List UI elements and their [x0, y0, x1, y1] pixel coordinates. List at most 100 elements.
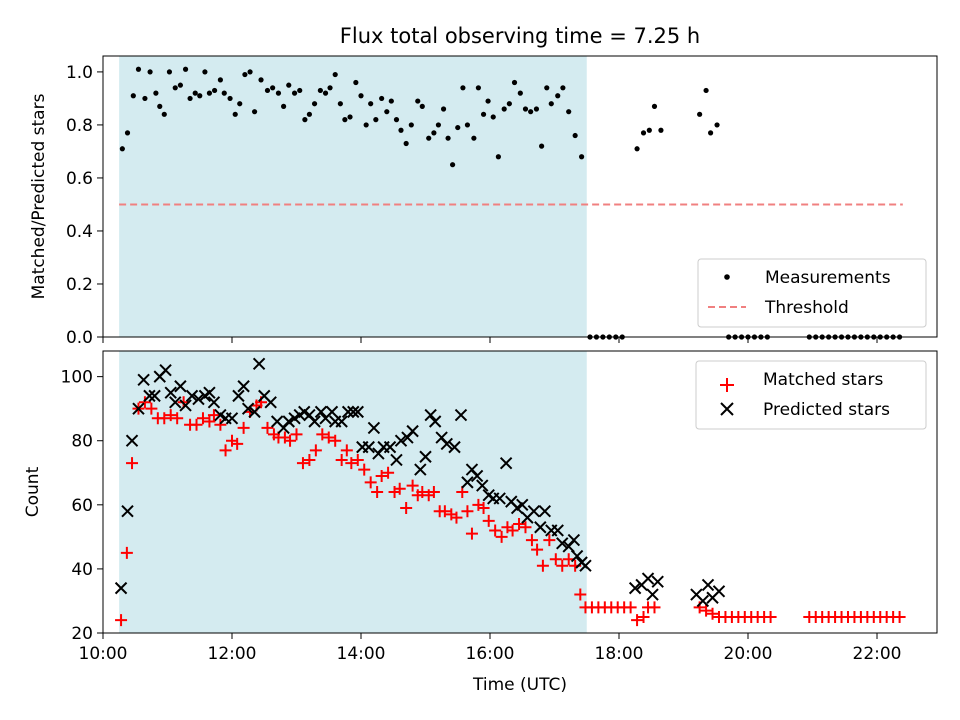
- measurement-point: [544, 85, 550, 91]
- measurement-point: [347, 114, 353, 120]
- measurement-point: [311, 101, 318, 107]
- matched-star-point: [382, 466, 395, 479]
- bottom-y-axis-label: Count: [23, 466, 43, 517]
- predicted-star-point: [137, 373, 150, 387]
- matched-star-point: [303, 453, 316, 466]
- measurement-point: [358, 93, 364, 99]
- measurement-point: [166, 69, 173, 75]
- measurement-point: [232, 111, 238, 117]
- predicted-star-point: [159, 364, 172, 377]
- matched-star-point: [164, 409, 177, 422]
- x-tick-label: 22:00: [853, 644, 902, 664]
- matched-star-point: [416, 486, 429, 498]
- predicted-star-point: [556, 537, 569, 550]
- measurement-point: [517, 90, 523, 96]
- matched-star-point: [196, 412, 209, 425]
- matched-star-point: [700, 604, 713, 617]
- predicted-star-point: [367, 421, 381, 435]
- x-tick-label: 20:00: [724, 644, 773, 664]
- predicted-star-point: [390, 453, 403, 467]
- measurement-point: [221, 90, 227, 96]
- top-panel: 0.0 0.2 0.4 0.6 0.8 1.0 Flux total observing …: [29, 24, 938, 348]
- legend-predicted-label: Predicted stars: [763, 400, 890, 420]
- measurement-point: [258, 77, 264, 83]
- matched-star-point: [126, 457, 139, 470]
- y-tick-label: 0.0: [66, 328, 93, 348]
- predicted-star-point: [651, 575, 664, 588]
- measurement-point: [506, 101, 512, 107]
- matched-star-point: [406, 479, 419, 492]
- measurement-point: [393, 117, 400, 123]
- matched-star-point: [138, 396, 151, 409]
- measurement-point: [398, 127, 404, 133]
- matched-star-point: [477, 502, 490, 515]
- measurement-point: [368, 101, 374, 107]
- measurement-point: [435, 122, 442, 128]
- measurement-point: [419, 103, 425, 109]
- measurement-point: [192, 90, 198, 96]
- measurement-point: [197, 93, 203, 99]
- y-tick-label: 80: [71, 432, 93, 452]
- measurement-point: [646, 127, 652, 133]
- measurement-point: [640, 130, 647, 136]
- measurement-point: [408, 122, 414, 128]
- matched-star-point: [764, 610, 777, 623]
- measurement-point: [388, 98, 394, 104]
- measurement-point: [475, 85, 481, 91]
- y-tick-label: 0.2: [66, 275, 93, 295]
- legend-measurements-label: Measurements: [765, 268, 891, 288]
- y-tick-label: 20: [71, 624, 93, 644]
- predicted-star-point: [121, 505, 134, 518]
- measurement-point: [172, 85, 178, 91]
- y-tick-label: 0.6: [66, 169, 93, 189]
- measurement-point: [460, 85, 466, 91]
- matched-star-point: [648, 601, 661, 614]
- predicted-star-point: [551, 524, 564, 537]
- matched-star-point: [340, 444, 353, 457]
- legend-measurements-marker: [724, 274, 730, 280]
- measurement-point: [703, 87, 709, 94]
- predicted-star-point: [406, 424, 419, 438]
- measurement-point: [147, 69, 153, 75]
- predicted-star-point: [264, 396, 277, 409]
- matched-star-point: [203, 415, 216, 428]
- matched-star-point: [309, 444, 322, 457]
- matched-star-point: [120, 546, 133, 559]
- chart-title: Flux total observing time = 7.25 h: [340, 24, 700, 48]
- measurement-point: [302, 117, 308, 123]
- matched-star-point: [190, 418, 203, 431]
- predicted-star-point: [225, 412, 239, 425]
- matched-star-point: [322, 431, 335, 444]
- measurement-point: [182, 66, 189, 72]
- matched-star-point: [171, 412, 184, 425]
- measurement-point: [211, 87, 218, 94]
- x-tick-label: 10:00: [79, 644, 128, 664]
- measurement-point: [697, 111, 703, 117]
- predicted-star-point: [538, 505, 552, 518]
- matched-star-point: [231, 437, 244, 450]
- measurement-point: [353, 79, 359, 86]
- predicted-star-point: [641, 572, 655, 585]
- measurement-point: [237, 101, 243, 107]
- measurement-point: [480, 111, 487, 117]
- measurement-point: [306, 111, 313, 117]
- predicted-star-point: [516, 498, 529, 512]
- predicted-star-point: [448, 440, 461, 454]
- measurement-point: [560, 85, 566, 91]
- measurement-point: [130, 93, 136, 99]
- measurement-point: [490, 114, 496, 120]
- matched-star-point: [145, 402, 158, 415]
- matched-star-point: [495, 530, 508, 543]
- matched-star-point: [296, 457, 309, 470]
- measurement-point: [337, 101, 343, 107]
- predicted-star-point: [325, 405, 339, 419]
- measurement-point: [471, 135, 477, 141]
- matched-star-point: [316, 428, 329, 441]
- x-tick-label: 16:00: [466, 644, 515, 664]
- matched-star-point: [482, 514, 495, 527]
- measurement-point: [275, 90, 282, 96]
- matched-star-point: [525, 534, 538, 547]
- matched-star-point: [284, 434, 297, 447]
- predicted-star-point: [701, 578, 715, 592]
